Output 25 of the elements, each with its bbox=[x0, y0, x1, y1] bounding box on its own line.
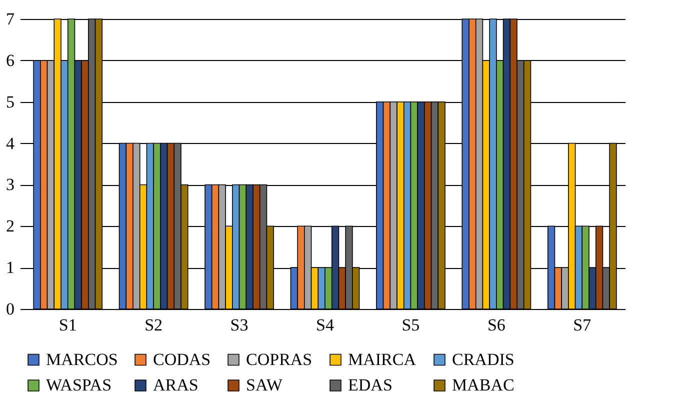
y-tick-label: 4 bbox=[6, 134, 15, 153]
y-tick-label: 7 bbox=[6, 10, 15, 28]
y-tick-label: 0 bbox=[6, 300, 14, 318]
x-tick-label: S6 bbox=[487, 316, 506, 334]
legend-label: EDAS bbox=[348, 376, 392, 394]
x-tick-label: S5 bbox=[402, 316, 420, 334]
y-tick-label: 6 bbox=[6, 50, 14, 70]
x-tick-label: S4 bbox=[316, 316, 334, 334]
y-tick-label: 5 bbox=[6, 92, 14, 112]
y-tick-label: 1 bbox=[6, 258, 14, 278]
legend-label: MARCOS bbox=[46, 350, 118, 369]
legend-label: SAW bbox=[246, 376, 284, 394]
x-tick-label: S7 bbox=[573, 316, 592, 334]
legend-label: ARAS bbox=[153, 376, 198, 394]
legend-label: WASPAS bbox=[46, 376, 112, 394]
y-tick-label: 2 bbox=[6, 216, 14, 236]
y-tick-label: 3 bbox=[6, 175, 14, 194]
legend-label: MABAC bbox=[452, 376, 514, 394]
legend-label: COPRAS bbox=[246, 350, 312, 369]
legend-label: MAIRCA bbox=[348, 350, 417, 369]
x-tick-label: S3 bbox=[230, 316, 248, 334]
x-tick-label: S2 bbox=[144, 316, 163, 334]
legend-label: CODAS bbox=[153, 350, 211, 369]
legend-label: CRADIS bbox=[452, 350, 514, 369]
x-tick-label: S1 bbox=[58, 316, 77, 334]
